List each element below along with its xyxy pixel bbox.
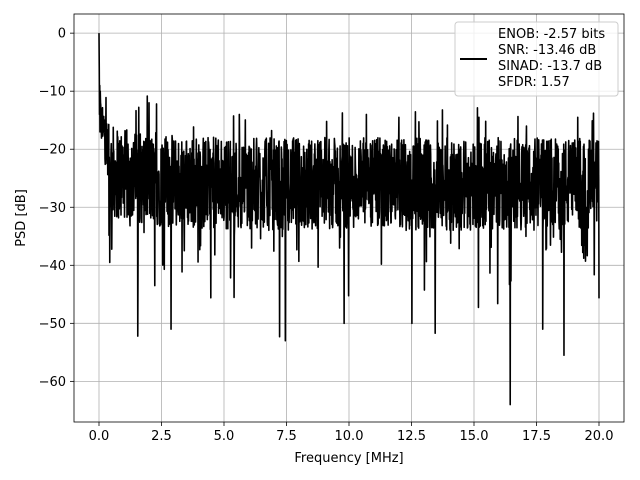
- y-tick-label: −60: [39, 375, 66, 390]
- x-tick-label: 17.5: [522, 429, 551, 444]
- x-tick-label: 0.0: [89, 429, 110, 444]
- x-tick-label: 12.5: [397, 429, 426, 444]
- y-tick-label: −10: [39, 85, 66, 100]
- legend-sfdr: SFDR: 1.57: [498, 75, 570, 90]
- x-tick-label: 20.0: [585, 429, 614, 444]
- x-tick-label: 7.5: [276, 429, 297, 444]
- x-tick-label: 15.0: [460, 429, 489, 444]
- x-tick-label: 2.5: [151, 429, 172, 444]
- x-tick-label: 10.0: [335, 429, 364, 444]
- legend: ENOB: -2.57 bits SNR: -13.46 dB SINAD: -…: [454, 21, 619, 97]
- y-tick-label: 0: [58, 27, 66, 42]
- y-tick-label: −20: [39, 143, 66, 158]
- y-axis-ticks: 0 −10 −20 −30 −40 −50 −60: [39, 27, 74, 390]
- legend-box: [454, 21, 619, 97]
- legend-enob: ENOB: -2.57 bits: [498, 27, 605, 42]
- y-axis-label: PSD [dB]: [14, 189, 29, 247]
- x-axis-label: Frequency [MHz]: [294, 451, 403, 466]
- x-axis-ticks: 0.0 2.5 5.0 7.5 10.0 12.5 15.0 17.5 20.0: [89, 422, 614, 444]
- legend-snr: SNR: -13.46 dB: [498, 43, 596, 58]
- legend-sinad: SINAD: -13.7 dB: [498, 59, 602, 74]
- y-tick-label: −30: [39, 201, 66, 216]
- y-tick-label: −40: [39, 259, 66, 274]
- series-layer: [98, 33, 600, 406]
- y-tick-label: −50: [39, 317, 66, 332]
- x-tick-label: 5.0: [214, 429, 235, 444]
- psd-series-line: [98, 33, 600, 406]
